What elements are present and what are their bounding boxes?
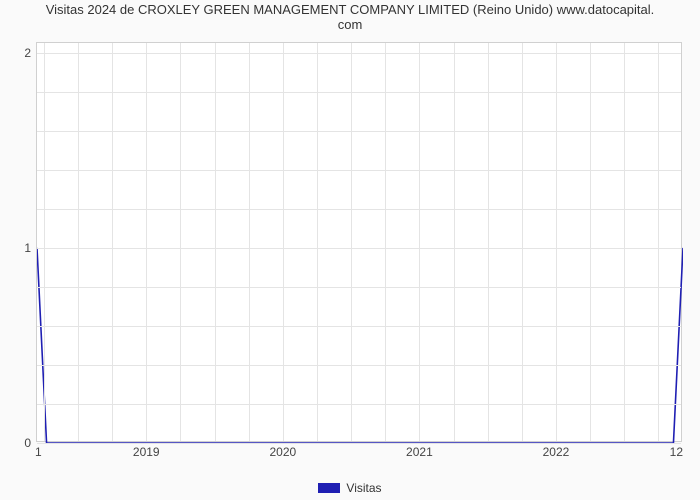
legend-swatch	[318, 483, 340, 493]
vgridline	[488, 43, 489, 441]
hgridline	[37, 170, 681, 171]
vgridline	[522, 43, 523, 441]
legend-label: Visitas	[346, 481, 381, 495]
hgridline	[37, 287, 681, 288]
chart-container: Visitas 2024 de CROXLEY GREEN MANAGEMENT…	[0, 0, 700, 500]
vgridline	[215, 43, 216, 441]
chart-title-line2: com	[338, 17, 363, 32]
vgridline	[556, 43, 557, 441]
chart-title: Visitas 2024 de CROXLEY GREEN MANAGEMENT…	[0, 3, 700, 33]
x-corner-right-label: 12	[670, 445, 683, 459]
plot-area: 1 12 0122019202020212022	[36, 42, 682, 442]
vgridline	[624, 43, 625, 441]
hgridline	[37, 209, 681, 210]
hgridline	[37, 53, 681, 54]
vgridline	[351, 43, 352, 441]
vgridline	[317, 43, 318, 441]
hgridline	[37, 365, 681, 366]
legend: Visitas	[0, 480, 700, 495]
y-tick-label: 0	[24, 436, 37, 450]
hgridline	[37, 326, 681, 327]
vgridline	[180, 43, 181, 441]
vgridline	[146, 43, 147, 441]
series-line	[37, 248, 683, 443]
vgridline	[454, 43, 455, 441]
x-tick-label: 2020	[269, 441, 296, 459]
x-tick-label: 2021	[406, 441, 433, 459]
vgridline	[385, 43, 386, 441]
series-layer	[37, 43, 683, 443]
chart-title-line1: Visitas 2024 de CROXLEY GREEN MANAGEMENT…	[46, 2, 655, 17]
vgridline	[44, 43, 45, 441]
hgridline	[37, 92, 681, 93]
hgridline	[37, 131, 681, 132]
x-tick-label: 2019	[133, 441, 160, 459]
vgridline	[112, 43, 113, 441]
hgridline	[37, 248, 681, 249]
vgridline	[249, 43, 250, 441]
hgridline	[37, 404, 681, 405]
vgridline	[78, 43, 79, 441]
vgridline	[283, 43, 284, 441]
vgridline	[419, 43, 420, 441]
vgridline	[590, 43, 591, 441]
x-tick-label: 2022	[543, 441, 570, 459]
vgridline	[658, 43, 659, 441]
y-tick-label: 1	[24, 241, 37, 255]
y-tick-label: 2	[24, 46, 37, 60]
